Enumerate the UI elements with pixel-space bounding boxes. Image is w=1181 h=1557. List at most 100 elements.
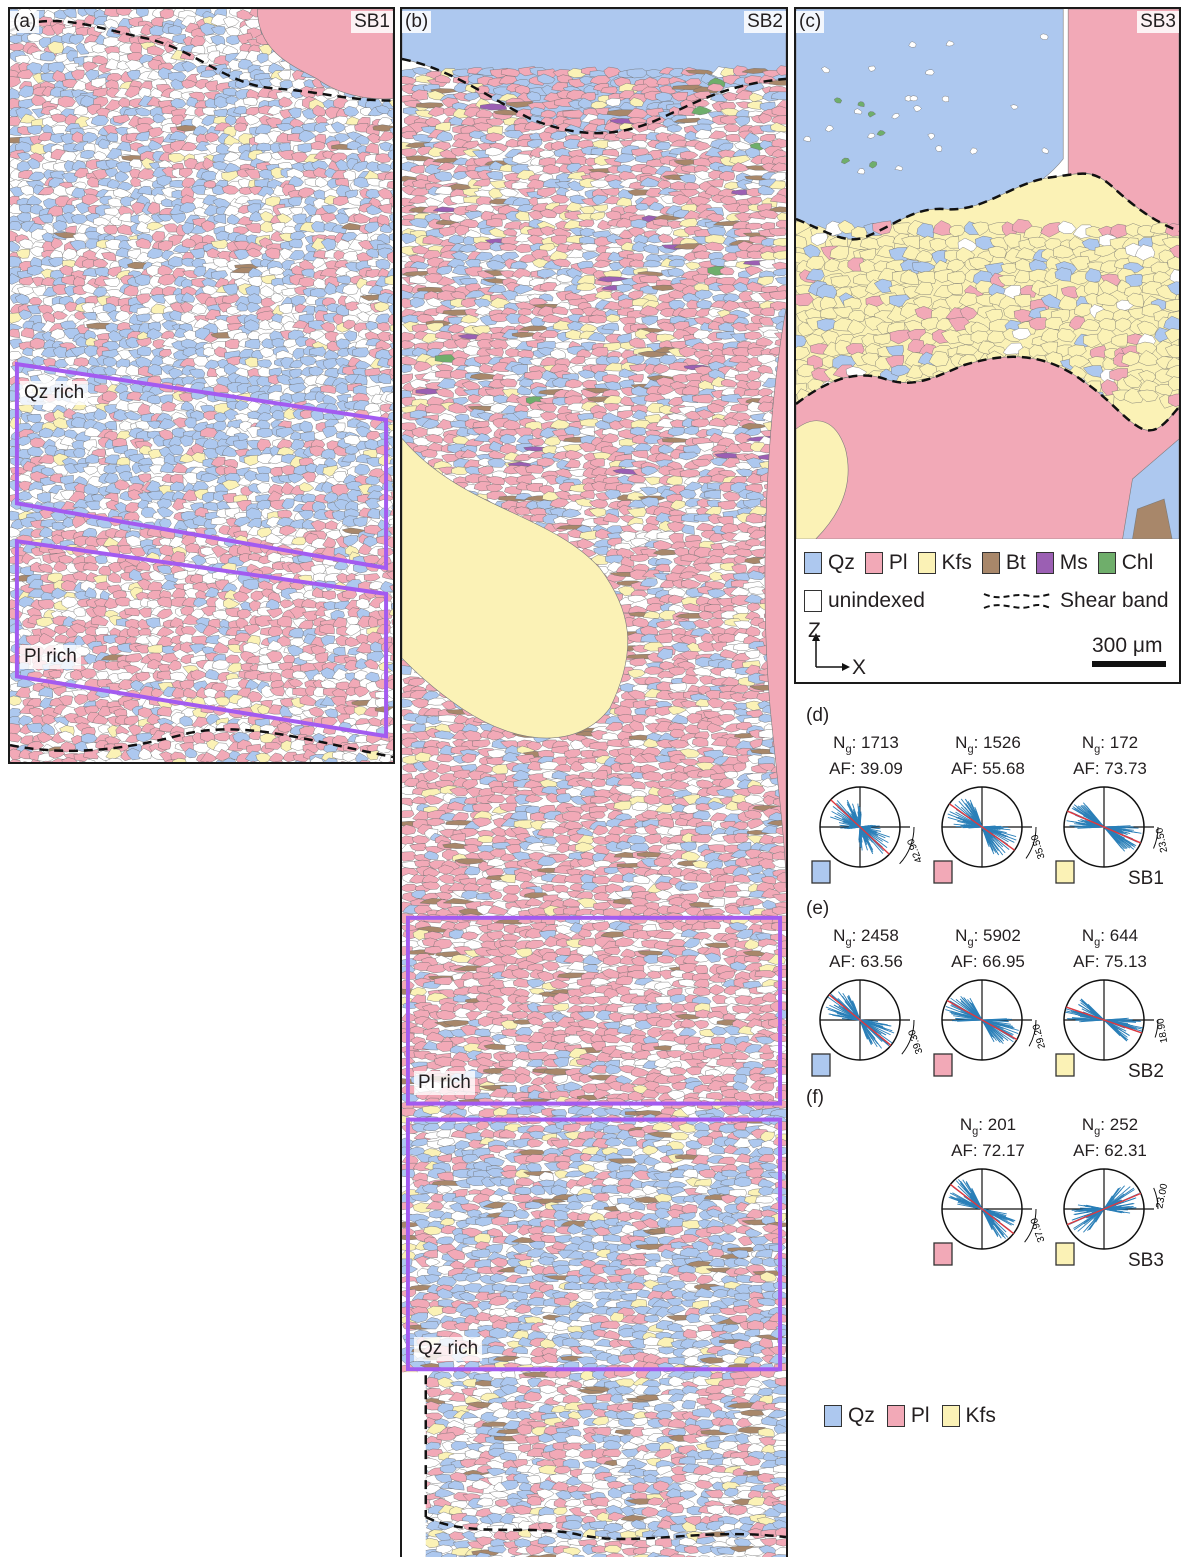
grain-qz: [212, 153, 229, 164]
grain-pl: [10, 328, 20, 338]
grain-qz: [386, 436, 393, 449]
grain-kfs: [373, 301, 392, 313]
grain-unindexed: [31, 348, 47, 359]
grain-pl: [390, 491, 393, 498]
grain-pl: [180, 141, 198, 152]
grain-pl: [388, 718, 393, 726]
grain-qz: [116, 181, 134, 191]
grain-qz: [82, 268, 98, 278]
grain-kfs: [210, 239, 230, 249]
grain-pl: [123, 285, 139, 297]
grain-unindexed: [50, 328, 66, 340]
grain-qz: [244, 339, 261, 350]
grain-qz: [156, 175, 173, 187]
grain-unindexed: [282, 338, 300, 349]
grain-kfs: [168, 153, 186, 163]
grain-unindexed: [185, 133, 200, 145]
grain-qz: [233, 105, 248, 115]
grain-unindexed: [53, 184, 71, 197]
grain-pl: [135, 237, 152, 249]
grain-unindexed: [145, 265, 161, 277]
grain-pl: [246, 247, 263, 258]
grain-pl: [517, 349, 535, 359]
grain-qz: [18, 309, 33, 321]
grain-pl: [221, 184, 240, 195]
grain-pl: [390, 637, 393, 644]
grain-unindexed: [201, 107, 217, 116]
grain-kfs: [391, 483, 393, 489]
grain-qz: [334, 212, 350, 225]
grain-qz: [125, 336, 140, 349]
grain-unindexed: [256, 152, 273, 162]
grain-unindexed: [388, 430, 393, 438]
grain-pl: [562, 109, 584, 119]
grain-qz: [343, 330, 357, 342]
grain-qz: [170, 212, 186, 224]
grain-qz: [387, 149, 393, 160]
grain-qz: [15, 141, 34, 153]
grain-qz: [227, 213, 241, 226]
grain-pl: [180, 301, 196, 314]
grain-qz: [365, 321, 381, 331]
grain-pl: [389, 584, 393, 592]
grain-pl: [181, 238, 197, 248]
grain-unindexed: [281, 287, 299, 297]
grain-unindexed: [243, 97, 258, 106]
grain-pl: [59, 265, 74, 276]
grain-pl: [376, 331, 392, 342]
grain-qz: [389, 342, 393, 350]
grain-pl: [384, 171, 393, 182]
grain-pl: [277, 150, 296, 161]
grain-qz: [337, 347, 351, 357]
grain-pl: [245, 106, 261, 116]
grain-qz: [38, 213, 54, 224]
grain-pl: [37, 132, 53, 142]
grain-pl: [29, 152, 45, 164]
grain-qz: [246, 302, 262, 313]
grain-unindexed: [355, 302, 375, 314]
grain-pl: [42, 760, 52, 762]
grain-pl: [61, 757, 78, 762]
grain-qz: [323, 282, 337, 296]
grain-pl: [159, 9, 176, 20]
grain-qz: [310, 288, 328, 298]
grain-pl: [345, 301, 360, 312]
grain-pl: [158, 240, 174, 252]
grain-qz: [258, 169, 275, 180]
grain-unindexed: [103, 207, 120, 216]
grain-pl: [312, 167, 330, 179]
grain-pl: [135, 337, 152, 347]
grain-qz: [52, 220, 68, 232]
grain-qz: [136, 9, 149, 18]
grain-unindexed: [17, 286, 36, 296]
grain-qz: [301, 122, 317, 132]
grain-qz: [222, 757, 236, 762]
grain-unindexed: [129, 158, 143, 169]
grain-pl: [386, 526, 393, 536]
grain-pl: [389, 508, 393, 516]
grain-unindexed: [84, 758, 96, 762]
grain-pl: [366, 132, 382, 144]
grain-qz: [146, 248, 165, 259]
grain-pl: [179, 167, 193, 178]
grain-qz: [256, 142, 275, 152]
grain-unindexed: [311, 257, 326, 269]
grain-unindexed: [135, 251, 152, 264]
grain-qz: [389, 189, 393, 196]
grain-qz: [167, 25, 183, 35]
grain-qz: [388, 303, 393, 315]
grain-bt: [416, 102, 444, 109]
grain-pl: [130, 176, 143, 188]
grain-qz: [135, 107, 153, 117]
grain-qz: [275, 123, 295, 132]
grain-unindexed: [389, 592, 393, 598]
grain-pl: [359, 760, 371, 762]
grain-pl: [386, 570, 393, 581]
phase-map-sb2: [402, 9, 786, 1557]
grain-unindexed: [342, 284, 359, 296]
panel-letter: (a): [10, 11, 40, 33]
grain-unindexed: [247, 276, 263, 288]
grain-pl: [10, 759, 21, 762]
grain-unindexed: [267, 105, 283, 116]
grain-qz: [181, 292, 196, 303]
